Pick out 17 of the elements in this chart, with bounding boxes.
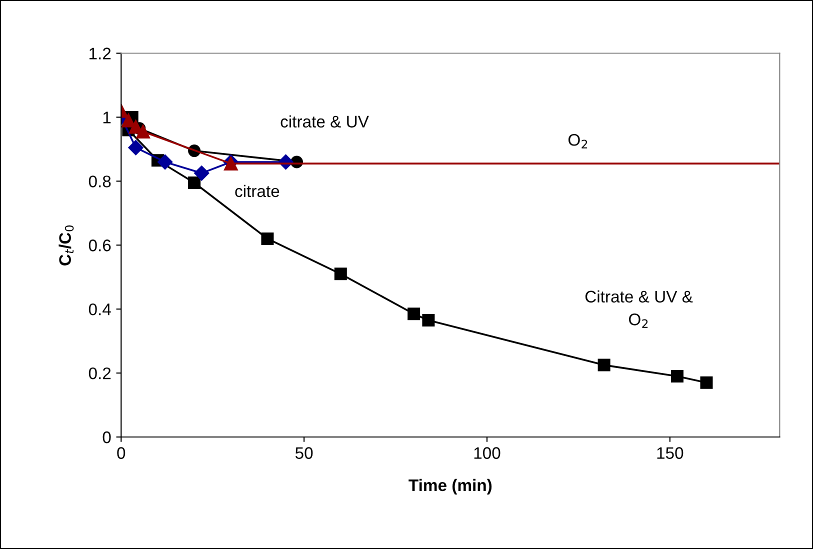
y-tick-label: 0.8	[88, 176, 111, 188]
x-tick-label: 150	[657, 447, 684, 459]
y-tick-label: 1.2	[90, 48, 111, 60]
x-tick-label: 100	[474, 447, 500, 459]
series-label: O$_{2}$	[568, 134, 588, 148]
series-label: Citrate & UV & O$_{2}$	[585, 290, 693, 328]
y-tick-label: 1	[103, 112, 111, 124]
x-tick-label: 50	[295, 447, 313, 459]
y-tick-label: 0	[102, 431, 111, 444]
x-tick-label: 0	[117, 447, 126, 459]
x-axis-title: Time (min)	[408, 478, 492, 494]
y-tick-label: 0.2	[88, 367, 111, 380]
y-axis-title: C$_{t}$/C$_{0}$	[58, 225, 74, 266]
series-label: citrate & UV	[280, 115, 369, 128]
y-tick-label: 0.4	[88, 303, 111, 316]
y-tick-label: 0.6	[88, 240, 111, 252]
series-label: citrate	[235, 184, 280, 198]
